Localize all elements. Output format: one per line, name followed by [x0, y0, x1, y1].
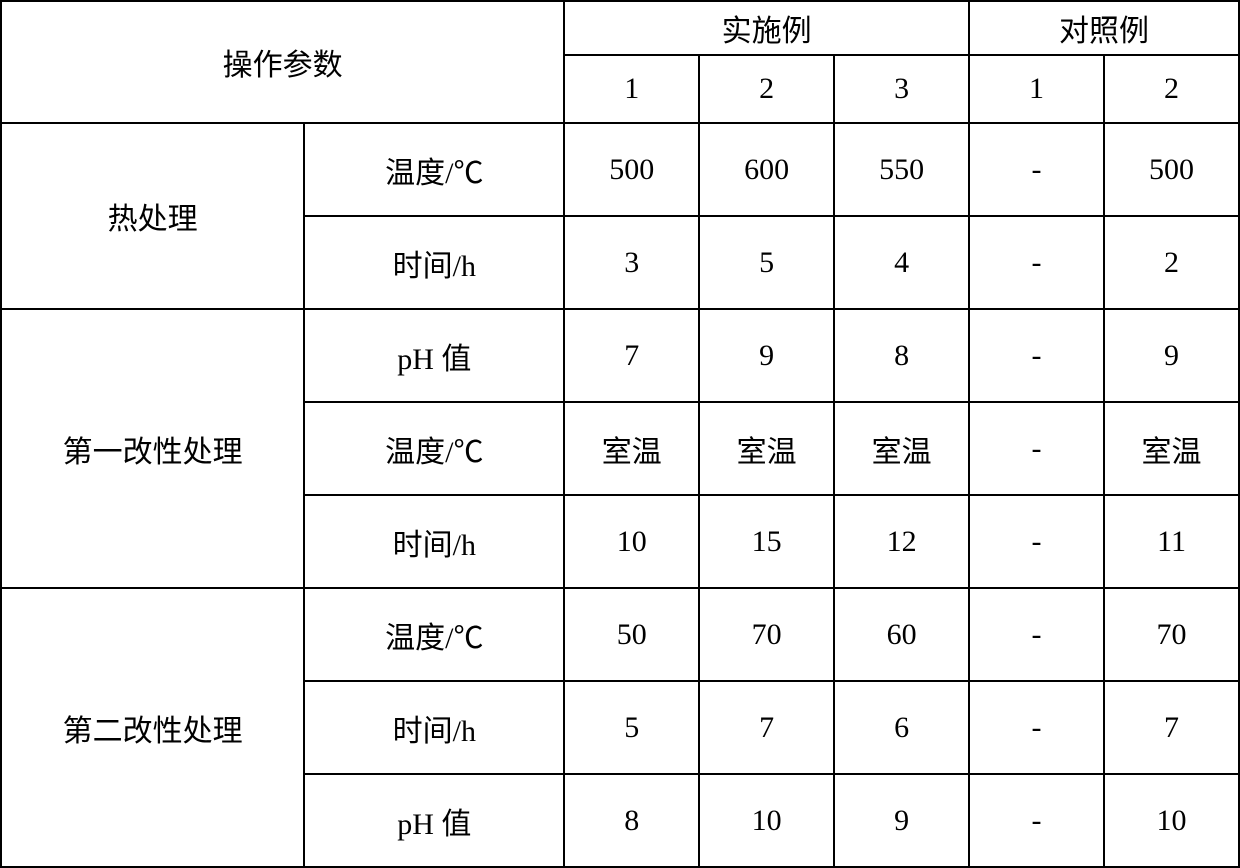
- col-number: 1: [564, 55, 699, 123]
- cell-value: 8: [834, 309, 969, 402]
- cell-value: 500: [564, 123, 699, 216]
- cell-value: 室温: [564, 402, 699, 495]
- group-label: 第二改性处理: [1, 588, 304, 867]
- cell-value: -: [969, 681, 1104, 774]
- cell-value: 11: [1104, 495, 1239, 588]
- cell-value: 6: [834, 681, 969, 774]
- cell-value: -: [969, 495, 1104, 588]
- table-row: 热处理 温度/℃ 500 600 550 - 500: [1, 123, 1239, 216]
- cell-value: 500: [1104, 123, 1239, 216]
- control-header: 对照例: [969, 1, 1239, 55]
- param-header: 操作参数: [1, 1, 564, 123]
- cell-value: 4: [834, 216, 969, 309]
- col-number: 1: [969, 55, 1104, 123]
- cell-value: 70: [699, 588, 834, 681]
- cell-value: 10: [699, 774, 834, 867]
- row-label: 温度/℃: [304, 123, 564, 216]
- cell-value: 600: [699, 123, 834, 216]
- cell-value: 550: [834, 123, 969, 216]
- col-number: 2: [1104, 55, 1239, 123]
- cell-value: 70: [1104, 588, 1239, 681]
- cell-value: 9: [1104, 309, 1239, 402]
- cell-value: -: [969, 216, 1104, 309]
- example-header: 实施例: [564, 1, 969, 55]
- group-label: 热处理: [1, 123, 304, 309]
- table-row: 第一改性处理 pH 值 7 9 8 - 9: [1, 309, 1239, 402]
- cell-value: 9: [834, 774, 969, 867]
- row-label: 温度/℃: [304, 402, 564, 495]
- row-label: pH 值: [304, 309, 564, 402]
- table-row: 第二改性处理 温度/℃ 50 70 60 - 70: [1, 588, 1239, 681]
- row-label: pH 值: [304, 774, 564, 867]
- col-number: 2: [699, 55, 834, 123]
- cell-value: 60: [834, 588, 969, 681]
- group-label: 第一改性处理: [1, 309, 304, 588]
- cell-value: 50: [564, 588, 699, 681]
- row-label: 温度/℃: [304, 588, 564, 681]
- cell-value: -: [969, 774, 1104, 867]
- cell-value: 室温: [834, 402, 969, 495]
- cell-value: 5: [699, 216, 834, 309]
- cell-value: -: [969, 123, 1104, 216]
- cell-value: 5: [564, 681, 699, 774]
- row-label: 时间/h: [304, 495, 564, 588]
- table-header-row-1: 操作参数 实施例 对照例: [1, 1, 1239, 55]
- cell-value: 9: [699, 309, 834, 402]
- cell-value: 10: [1104, 774, 1239, 867]
- cell-value: 室温: [699, 402, 834, 495]
- cell-value: -: [969, 309, 1104, 402]
- parameters-table: 操作参数 实施例 对照例 1 2 3 1 2 热处理 温度/℃ 500 600 …: [0, 0, 1240, 868]
- row-label: 时间/h: [304, 681, 564, 774]
- cell-value: 室温: [1104, 402, 1239, 495]
- cell-value: 12: [834, 495, 969, 588]
- cell-value: -: [969, 588, 1104, 681]
- cell-value: 7: [1104, 681, 1239, 774]
- row-label: 时间/h: [304, 216, 564, 309]
- cell-value: 7: [564, 309, 699, 402]
- cell-value: 3: [564, 216, 699, 309]
- cell-value: 8: [564, 774, 699, 867]
- cell-value: 10: [564, 495, 699, 588]
- cell-value: 2: [1104, 216, 1239, 309]
- cell-value: 15: [699, 495, 834, 588]
- col-number: 3: [834, 55, 969, 123]
- cell-value: -: [969, 402, 1104, 495]
- cell-value: 7: [699, 681, 834, 774]
